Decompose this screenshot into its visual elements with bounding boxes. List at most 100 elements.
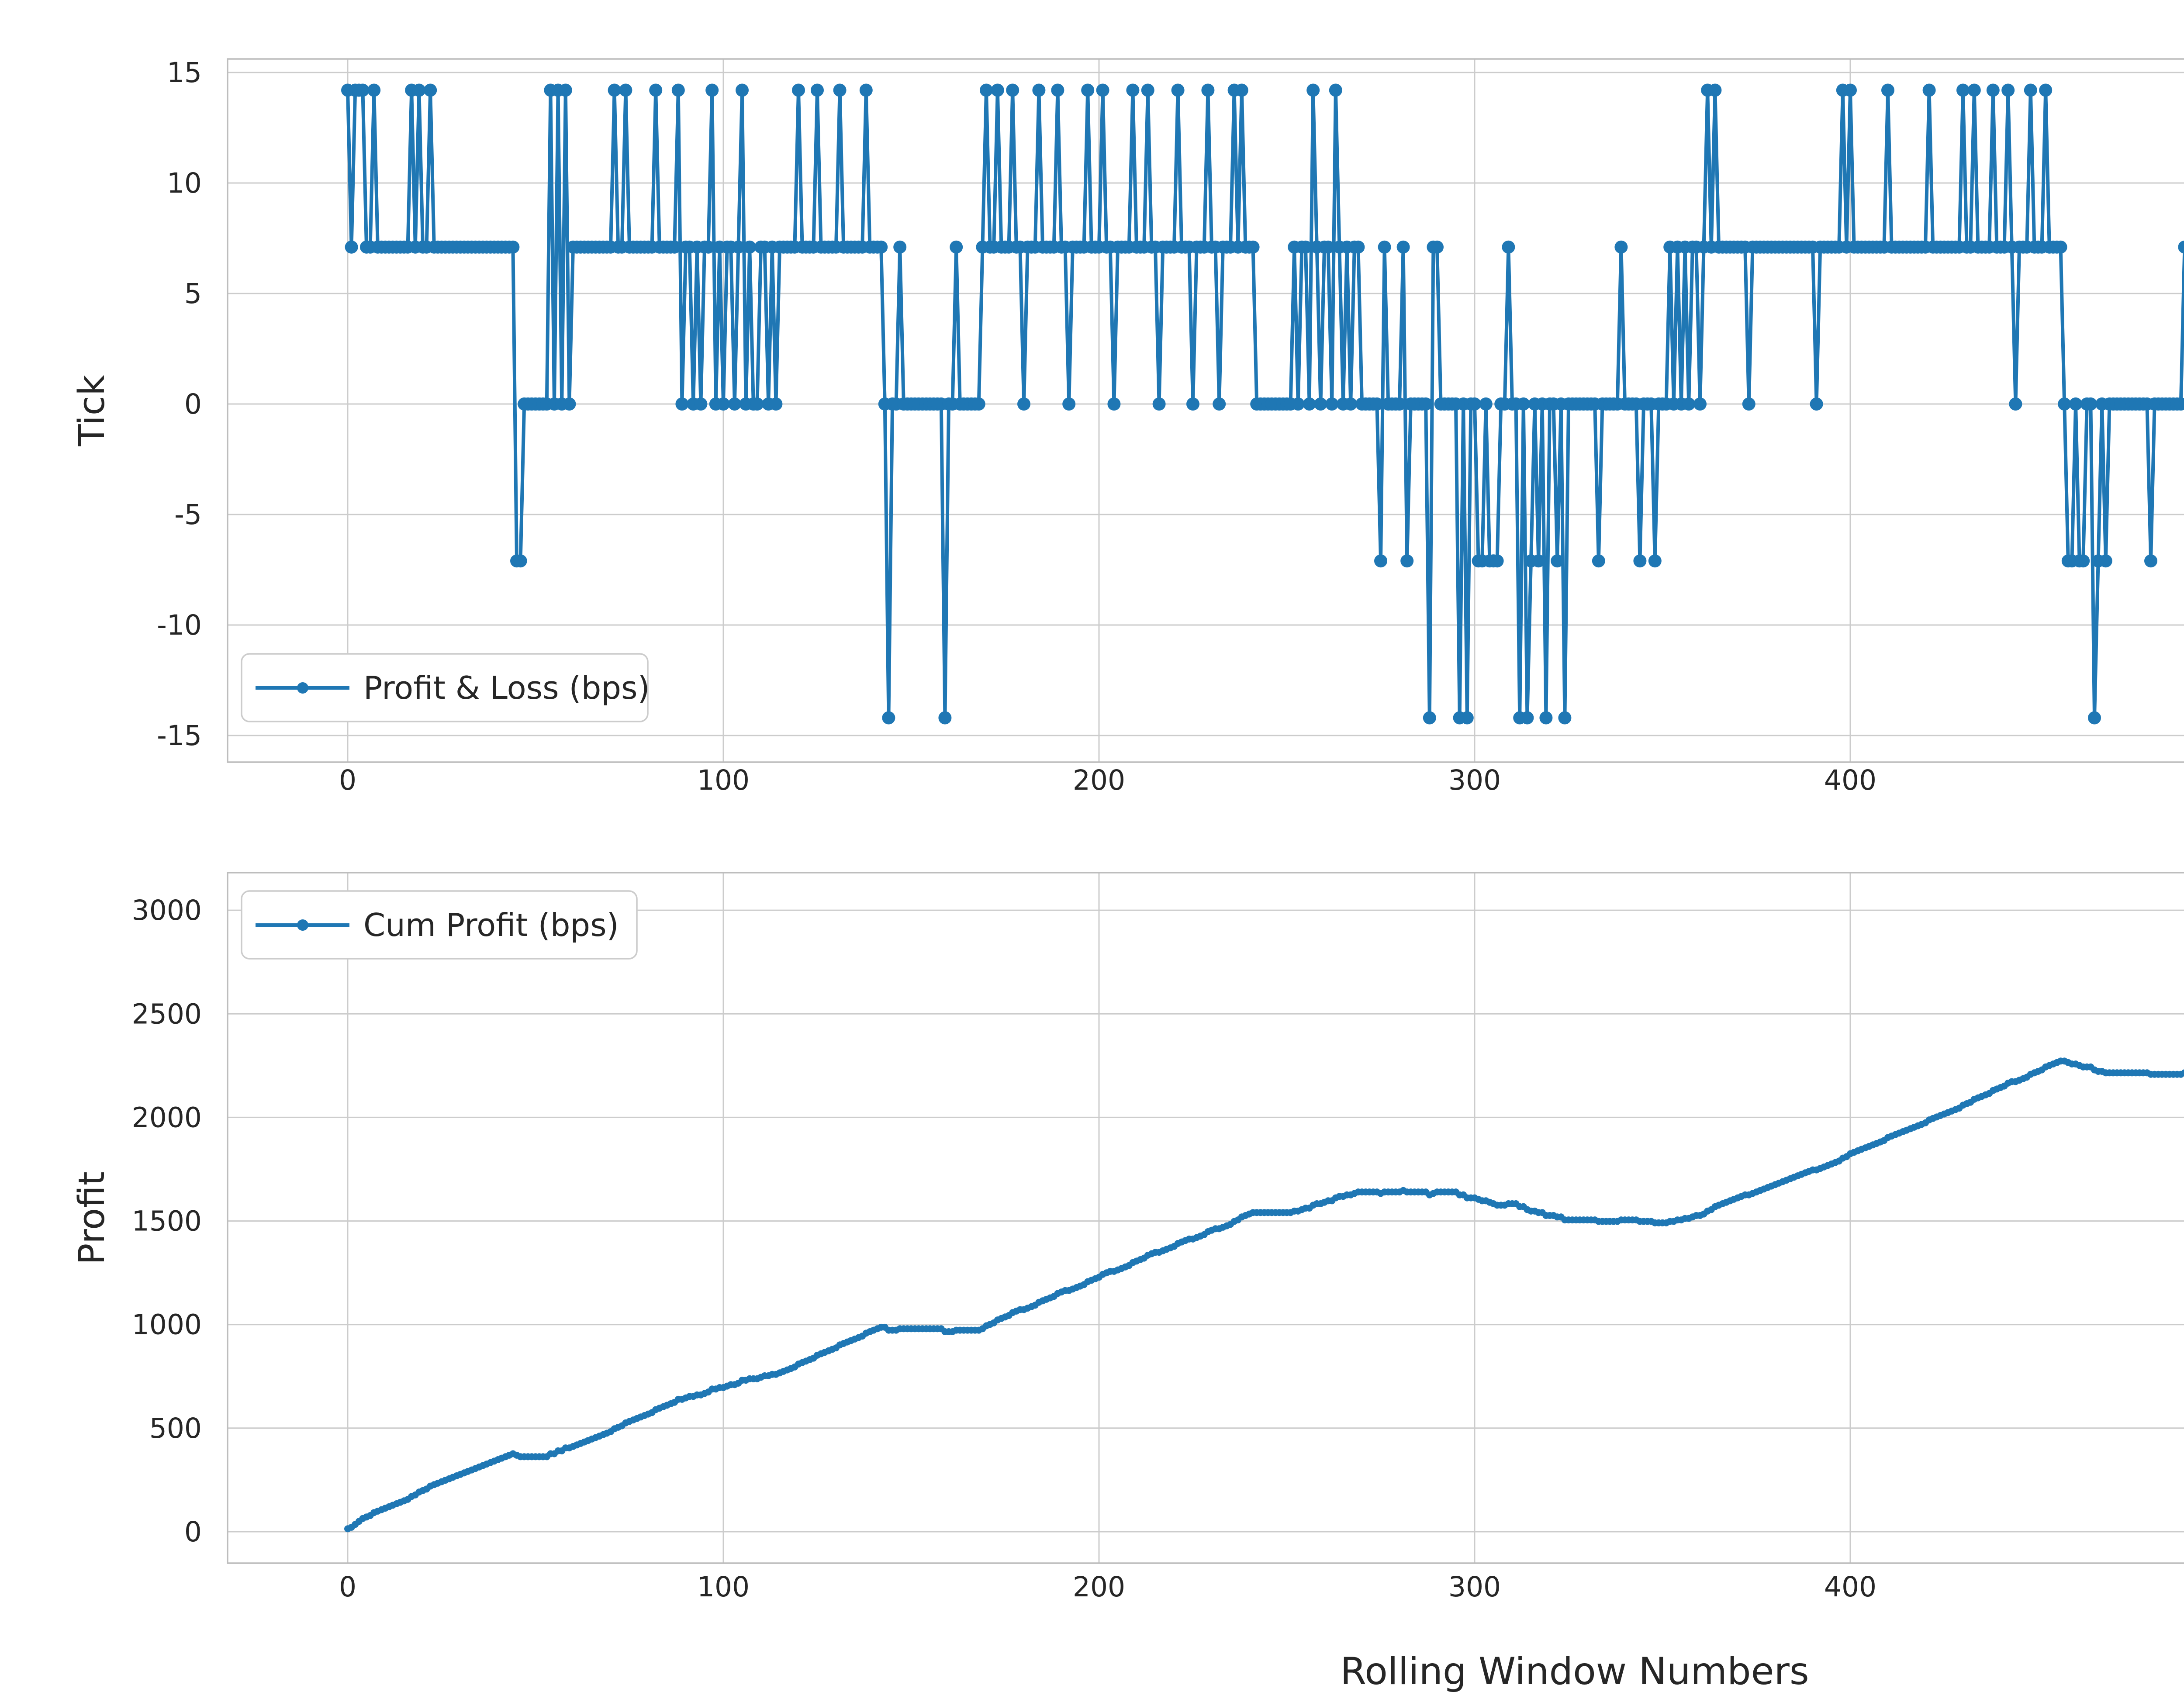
data-point-marker xyxy=(1558,711,1572,725)
x-tick-label: 400 xyxy=(1824,764,1876,796)
data-point-marker xyxy=(874,240,888,254)
pnl-series-markers xyxy=(341,83,2184,725)
data-point-marker xyxy=(2144,554,2157,568)
data-point-marker xyxy=(1468,397,1481,411)
data-point-marker xyxy=(1633,554,1647,568)
data-point-marker xyxy=(1291,397,1305,411)
plot-border xyxy=(227,872,2184,1564)
data-point-marker xyxy=(1096,83,1109,97)
data-point-marker xyxy=(2001,83,2015,97)
data-point-marker xyxy=(1213,397,1226,411)
data-point-marker xyxy=(2069,397,2082,411)
data-point-marker xyxy=(2054,240,2067,254)
data-point-marker xyxy=(1881,83,1894,97)
data-point-marker xyxy=(980,83,993,97)
data-point-marker xyxy=(2058,397,2071,411)
data-point-marker xyxy=(833,83,847,97)
data-point-marker xyxy=(743,240,757,254)
data-point-marker xyxy=(1246,240,1260,254)
data-point-marker xyxy=(424,83,437,97)
data-point-marker xyxy=(608,83,621,97)
data-point-marker xyxy=(2024,83,2037,97)
x-tick-label: 400 xyxy=(1824,1571,1876,1603)
data-point-marker xyxy=(1742,397,1755,411)
data-point-marker xyxy=(2181,1069,2184,1077)
data-point-marker xyxy=(1517,397,1530,411)
bottom-legend: Cum Profit (bps) xyxy=(241,890,638,960)
data-point-marker xyxy=(1400,554,1414,568)
data-point-marker xyxy=(2088,711,2101,725)
data-point-marker xyxy=(1321,240,1335,254)
data-point-marker xyxy=(1314,397,1327,411)
data-point-marker xyxy=(1967,83,1981,97)
data-point-marker xyxy=(702,240,715,254)
data-point-marker xyxy=(991,83,1004,97)
data-point-marker xyxy=(1306,83,1320,97)
data-point-marker xyxy=(559,83,572,97)
top-ylabel: Tick xyxy=(71,375,113,446)
x-tick-label: 100 xyxy=(697,764,750,796)
data-point-marker xyxy=(882,711,895,725)
data-point-marker xyxy=(1374,554,1387,568)
data-point-marker xyxy=(1693,397,1707,411)
data-point-marker xyxy=(2174,397,2184,411)
data-point-marker xyxy=(1648,554,1662,568)
bottom-panel-layer: 0100200300400500600050010001500200025003… xyxy=(132,872,2184,1603)
legend-marker-icon xyxy=(297,919,308,931)
data-point-marker xyxy=(1396,240,1410,254)
plot-border xyxy=(227,58,2184,763)
y-tick-label: 15 xyxy=(167,57,202,89)
data-point-marker xyxy=(2009,397,2022,411)
x-tick-label: 300 xyxy=(1448,1571,1501,1603)
data-point-marker xyxy=(345,240,358,254)
data-point-marker xyxy=(1810,397,1823,411)
data-point-marker xyxy=(1708,83,1722,97)
data-point-marker xyxy=(649,83,663,97)
y-tick-label: 3000 xyxy=(132,894,202,926)
data-point-marker xyxy=(1344,397,1358,411)
data-point-marker xyxy=(1152,397,1166,411)
data-point-marker xyxy=(1986,83,2000,97)
data-point-marker xyxy=(1682,397,1696,411)
x-tick-label: 300 xyxy=(1448,764,1501,796)
data-point-marker xyxy=(972,397,985,411)
y-tick-label: -5 xyxy=(174,499,202,531)
bottom-ylabel: Profit xyxy=(71,1171,113,1265)
data-point-marker xyxy=(938,711,952,725)
x-tick-label: 200 xyxy=(1073,764,1125,796)
data-point-marker xyxy=(705,83,719,97)
data-point-marker xyxy=(1479,397,1493,411)
cum-profit-series-markers xyxy=(344,1057,2184,1533)
data-point-marker xyxy=(1539,711,1553,725)
data-point-marker xyxy=(675,397,689,411)
data-point-marker xyxy=(1006,83,1019,97)
data-point-marker xyxy=(1419,397,1433,411)
data-point-marker xyxy=(1299,240,1312,254)
y-tick-label: 2500 xyxy=(132,998,202,1030)
data-point-marker xyxy=(1062,397,1076,411)
data-point-marker xyxy=(1521,711,1534,725)
top-legend: Profit & Loss (bps) xyxy=(241,653,650,722)
data-point-marker xyxy=(792,83,805,97)
data-point-marker xyxy=(1431,240,1444,254)
data-point-marker xyxy=(1378,240,1391,254)
y-tick-label: 500 xyxy=(149,1412,202,1444)
y-tick-label: -15 xyxy=(157,720,202,752)
data-point-marker xyxy=(1171,83,1185,97)
data-point-marker xyxy=(1956,83,1970,97)
data-point-marker xyxy=(1490,554,1504,568)
data-point-marker xyxy=(514,554,527,568)
data-point-marker xyxy=(859,83,873,97)
y-tick-label: 1000 xyxy=(132,1309,202,1341)
y-tick-label: -10 xyxy=(157,609,202,641)
data-point-marker xyxy=(1186,397,1199,411)
data-point-marker xyxy=(1017,397,1030,411)
data-point-marker xyxy=(671,83,685,97)
data-point-marker xyxy=(750,397,764,411)
data-point-marker xyxy=(1922,83,1936,97)
data-point-marker xyxy=(811,83,824,97)
data-point-marker xyxy=(769,397,783,411)
data-point-marker xyxy=(412,83,426,97)
